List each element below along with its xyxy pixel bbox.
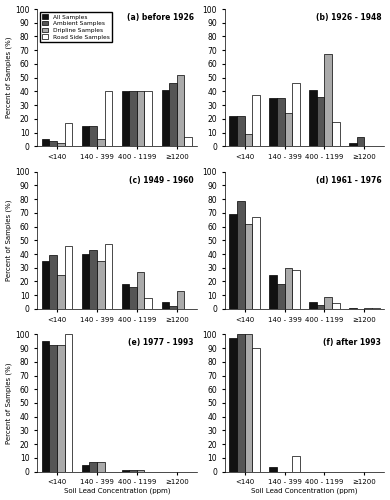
Bar <box>97 140 105 146</box>
Bar <box>317 305 324 309</box>
Bar <box>285 268 292 309</box>
Bar <box>89 126 97 146</box>
Bar <box>129 92 137 146</box>
Bar <box>65 246 72 309</box>
Bar <box>332 122 340 146</box>
Text: (a) before 1926: (a) before 1926 <box>127 13 194 22</box>
Bar <box>277 284 285 309</box>
Bar <box>169 83 177 146</box>
Y-axis label: Percent of Samples (%): Percent of Samples (%) <box>5 37 12 118</box>
Bar <box>137 272 145 309</box>
Bar <box>50 140 57 146</box>
Bar <box>162 302 169 309</box>
Bar <box>89 250 97 309</box>
Bar <box>237 200 245 309</box>
Bar <box>145 92 152 146</box>
Bar <box>292 270 300 309</box>
Bar <box>105 92 112 146</box>
Bar <box>252 217 260 309</box>
Bar <box>97 261 105 309</box>
Bar <box>122 470 129 472</box>
Bar <box>137 92 145 146</box>
Bar <box>82 126 89 146</box>
Bar <box>245 224 252 309</box>
Text: (b) 1926 - 1948: (b) 1926 - 1948 <box>316 13 381 22</box>
Y-axis label: Percent of Samples (%): Percent of Samples (%) <box>5 200 12 281</box>
Bar <box>277 98 285 146</box>
Bar <box>184 136 192 146</box>
Bar <box>269 274 277 309</box>
Bar <box>285 114 292 146</box>
Bar <box>357 136 365 146</box>
Bar <box>57 144 65 146</box>
Bar <box>122 284 129 309</box>
Bar <box>324 296 332 309</box>
Bar <box>309 302 317 309</box>
Bar <box>349 308 357 309</box>
Y-axis label: Percent of Samples (%): Percent of Samples (%) <box>5 362 12 444</box>
Bar <box>50 256 57 309</box>
Bar <box>269 98 277 146</box>
Bar <box>177 75 184 146</box>
Legend: All Samples, Ambient Samples, Dripline Samples, Road Side Samples: All Samples, Ambient Samples, Dripline S… <box>40 12 112 42</box>
Bar <box>349 144 357 146</box>
Bar <box>89 462 97 471</box>
Bar <box>332 304 340 309</box>
Bar <box>309 90 317 146</box>
Text: (f) after 1993: (f) after 1993 <box>323 338 381 347</box>
Bar <box>229 214 237 309</box>
Bar <box>372 308 379 309</box>
Bar <box>105 244 112 309</box>
Bar <box>122 92 129 146</box>
Bar <box>269 468 277 471</box>
Bar <box>65 334 72 471</box>
Text: (c) 1949 - 1960: (c) 1949 - 1960 <box>129 176 194 185</box>
Bar <box>365 308 372 309</box>
Bar <box>229 116 237 146</box>
Bar <box>57 274 65 309</box>
Bar <box>82 254 89 309</box>
Bar <box>245 334 252 471</box>
Bar <box>237 116 245 146</box>
Bar <box>145 298 152 309</box>
X-axis label: Soil Lead Concentration (ppm): Soil Lead Concentration (ppm) <box>64 488 170 494</box>
Bar <box>177 291 184 309</box>
Bar <box>129 470 137 472</box>
Bar <box>292 456 300 471</box>
Bar <box>57 346 65 472</box>
Bar <box>324 54 332 146</box>
X-axis label: Soil Lead Concentration (ppm): Soil Lead Concentration (ppm) <box>251 488 358 494</box>
Bar <box>252 96 260 146</box>
Bar <box>82 464 89 471</box>
Bar <box>237 334 245 471</box>
Bar <box>42 140 50 146</box>
Bar <box>162 90 169 146</box>
Bar <box>97 462 105 471</box>
Bar <box>50 346 57 472</box>
Bar <box>42 261 50 309</box>
Bar <box>317 97 324 146</box>
Bar <box>169 306 177 309</box>
Bar <box>137 470 145 472</box>
Text: (d) 1961 - 1976: (d) 1961 - 1976 <box>316 176 381 185</box>
Text: (e) 1977 - 1993: (e) 1977 - 1993 <box>128 338 194 347</box>
Bar <box>129 287 137 309</box>
Bar <box>42 341 50 471</box>
Bar <box>229 338 237 471</box>
Bar <box>65 123 72 146</box>
Bar <box>292 83 300 146</box>
Bar <box>252 348 260 472</box>
Bar <box>245 134 252 146</box>
